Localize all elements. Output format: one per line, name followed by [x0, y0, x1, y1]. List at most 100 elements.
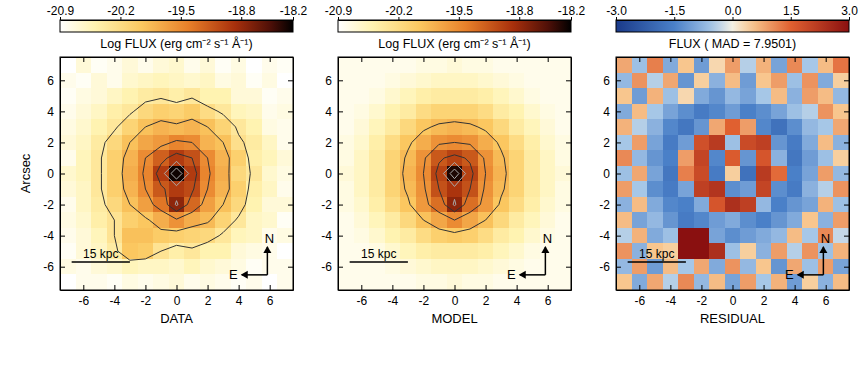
tick-label: 4 [47, 105, 54, 119]
cell [400, 73, 416, 89]
cell [647, 88, 663, 104]
tick [733, 57, 734, 62]
cell [787, 181, 803, 197]
tick-mark [338, 267, 343, 268]
tick-mark [239, 285, 240, 290]
tick [392, 57, 393, 62]
cell [509, 181, 525, 197]
tick-mark [616, 80, 621, 81]
cell [818, 166, 834, 182]
cell [107, 73, 123, 89]
tick: -4 [599, 229, 621, 243]
cell [76, 88, 92, 104]
tick-mark [548, 285, 549, 290]
compass-north: N [265, 231, 274, 246]
cell [91, 57, 107, 73]
tick-mark [338, 80, 343, 81]
tick: -4 [43, 229, 65, 243]
cell [169, 57, 185, 73]
cell [231, 197, 247, 213]
cell [169, 88, 185, 104]
cell [632, 73, 648, 89]
cell [540, 259, 556, 275]
tick: 0 [47, 167, 65, 181]
cell [447, 243, 463, 259]
plot-frame [60, 57, 293, 290]
cell [107, 104, 123, 120]
tick-label: -2 [599, 198, 610, 212]
tick-mark [616, 205, 621, 206]
tick: -20.2 [385, 4, 413, 20]
cell [231, 150, 247, 166]
cell [338, 166, 354, 182]
tick-label: 0 [730, 294, 737, 308]
cell [385, 88, 401, 104]
cell [231, 228, 247, 244]
cell [802, 181, 818, 197]
tick-mark [60, 267, 65, 268]
cell [262, 212, 278, 228]
cell [756, 73, 772, 89]
cell [663, 150, 679, 166]
cell [200, 259, 216, 275]
cell [509, 104, 525, 120]
tick: -2 [599, 198, 621, 212]
cell [122, 88, 138, 104]
panel-title: Log FLUX (erg cm⁻² s⁻¹ Å⁻¹) [378, 36, 530, 51]
scale-bar [72, 261, 130, 263]
scale-bar [350, 261, 408, 263]
cell [416, 181, 432, 197]
cell [277, 135, 293, 151]
cell [632, 104, 648, 120]
cell [509, 57, 525, 73]
cell [369, 119, 385, 135]
cell [756, 57, 772, 73]
tick: 6 [545, 285, 552, 308]
cell [493, 73, 509, 89]
cell [493, 104, 509, 120]
tick-mark [288, 174, 293, 175]
tick-mark [566, 267, 571, 268]
cell [787, 150, 803, 166]
tick-mark [616, 267, 621, 268]
cell [246, 228, 262, 244]
cell [246, 274, 262, 290]
cell [60, 228, 76, 244]
cell [91, 274, 107, 290]
cell [184, 274, 200, 290]
cell [91, 150, 107, 166]
cell [354, 104, 370, 120]
cell [338, 119, 354, 135]
cell [694, 119, 710, 135]
cell [184, 88, 200, 104]
figure-svg: -20.9-20.2-19.5-18.8-18.2Log FLUX (erg c… [0, 0, 867, 374]
tick: -4 [666, 285, 677, 308]
colorbar [338, 20, 571, 32]
cell [709, 212, 725, 228]
tick-mark [455, 285, 456, 290]
tick-mark [270, 57, 271, 62]
cell [262, 274, 278, 290]
tick-mark [177, 57, 178, 62]
cell [462, 88, 478, 104]
cell [354, 228, 370, 244]
cell [478, 274, 494, 290]
cell [647, 135, 663, 151]
cell [462, 119, 478, 135]
cell [385, 166, 401, 182]
cell [555, 259, 571, 275]
cell [678, 166, 694, 182]
cell [616, 274, 632, 290]
cell [740, 243, 756, 259]
colorbar [616, 20, 849, 32]
cell [215, 228, 231, 244]
cell [663, 119, 679, 135]
cell [540, 57, 556, 73]
contour [143, 140, 210, 219]
tick-mark [288, 142, 293, 143]
cell [694, 150, 710, 166]
cell [616, 212, 632, 228]
cell [524, 259, 540, 275]
cell [277, 150, 293, 166]
cell [107, 166, 123, 182]
